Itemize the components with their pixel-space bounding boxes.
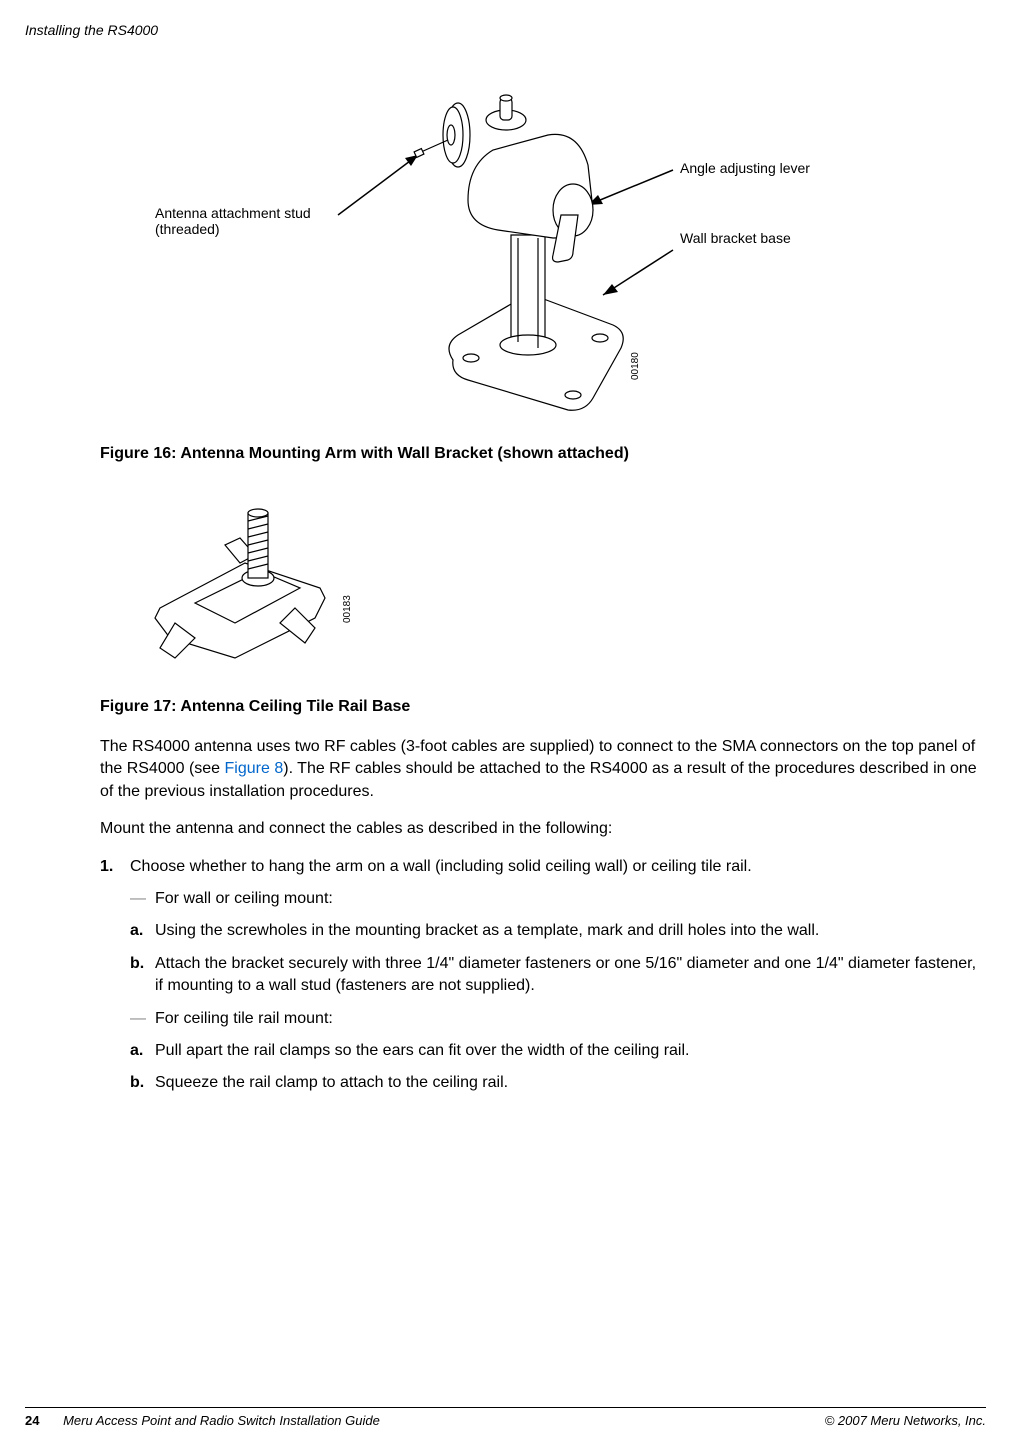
sub-item-a: a. Using the screwholes in the mounting …	[130, 920, 986, 942]
figure-16-container: Antenna attachment stud (threaded) Angle…	[100, 80, 986, 463]
page-number: 24	[25, 1413, 39, 1428]
figure-17-caption: Figure 17: Antenna Ceiling Tile Rail Bas…	[100, 698, 986, 716]
footer-left: 24 Meru Access Point and Radio Switch In…	[25, 1413, 380, 1428]
letter-a: a.	[130, 920, 155, 942]
antenna-mount-diagram: 00180	[293, 80, 793, 430]
sub-item-a2: a. Pull apart the rail clamps so the ear…	[130, 1040, 986, 1062]
figure-17-image-id: 00183	[342, 595, 353, 623]
guide-title: Meru Access Point and Radio Switch Insta…	[63, 1413, 380, 1428]
sub-text-rail: For ceiling tile rail mount:	[155, 1008, 333, 1030]
page-footer: 24 Meru Access Point and Radio Switch In…	[25, 1407, 986, 1428]
sub-text-wall: For wall or ceiling mount:	[155, 888, 333, 910]
sub-text-a: Using the screwholes in the mounting bra…	[155, 920, 819, 942]
ceiling-rail-diagram: 00183	[140, 483, 420, 683]
letter-b2: b.	[130, 1072, 155, 1094]
letter-b: b.	[130, 953, 155, 998]
figure-16-image-id: 00180	[630, 352, 641, 380]
figure-17-container: 00183 Figure 17: Antenna Ceiling Tile Ra…	[100, 483, 986, 716]
list-number-1: 1.	[100, 856, 130, 878]
annotation-antenna-stud: Antenna attachment stud (threaded)	[155, 205, 315, 237]
paragraph-1: The RS4000 antenna uses two RF cables (3…	[100, 736, 986, 803]
dash-1: —	[130, 888, 155, 910]
sub-item-rail-header: — For ceiling tile rail mount:	[130, 1008, 986, 1030]
list-item-1: 1. Choose whether to hang the arm on a w…	[100, 856, 986, 878]
dash-2: —	[130, 1008, 155, 1030]
letter-a2: a.	[130, 1040, 155, 1062]
annotation-wall-base: Wall bracket base	[680, 230, 791, 246]
sub-item-wall-header: — For wall or ceiling mount:	[130, 888, 986, 910]
sub-item-b: b. Attach the bracket securely with thre…	[130, 953, 986, 998]
copyright: © 2007 Meru Networks, Inc.	[825, 1413, 986, 1428]
page-header: Installing the RS4000	[25, 22, 158, 38]
figure-16-caption: Figure 16: Antenna Mounting Arm with Wal…	[100, 445, 986, 463]
paragraph-2: Mount the antenna and connect the cables…	[100, 818, 986, 840]
sub-items-container: — For wall or ceiling mount: a. Using th…	[130, 888, 986, 1095]
sub-item-b2: b. Squeeze the rail clamp to attach to t…	[130, 1072, 986, 1094]
sub-text-b: Attach the bracket securely with three 1…	[155, 953, 986, 998]
figure-8-link[interactable]: Figure 8	[225, 760, 284, 777]
sub-text-a2: Pull apart the rail clamps so the ears c…	[155, 1040, 689, 1062]
list-text-1: Choose whether to hang the arm on a wall…	[130, 856, 752, 878]
main-content: Antenna attachment stud (threaded) Angle…	[100, 70, 986, 1105]
annotation-angle-lever: Angle adjusting lever	[680, 160, 810, 176]
sub-text-b2: Squeeze the rail clamp to attach to the …	[155, 1072, 508, 1094]
instruction-list: 1. Choose whether to hang the arm on a w…	[100, 856, 986, 1095]
